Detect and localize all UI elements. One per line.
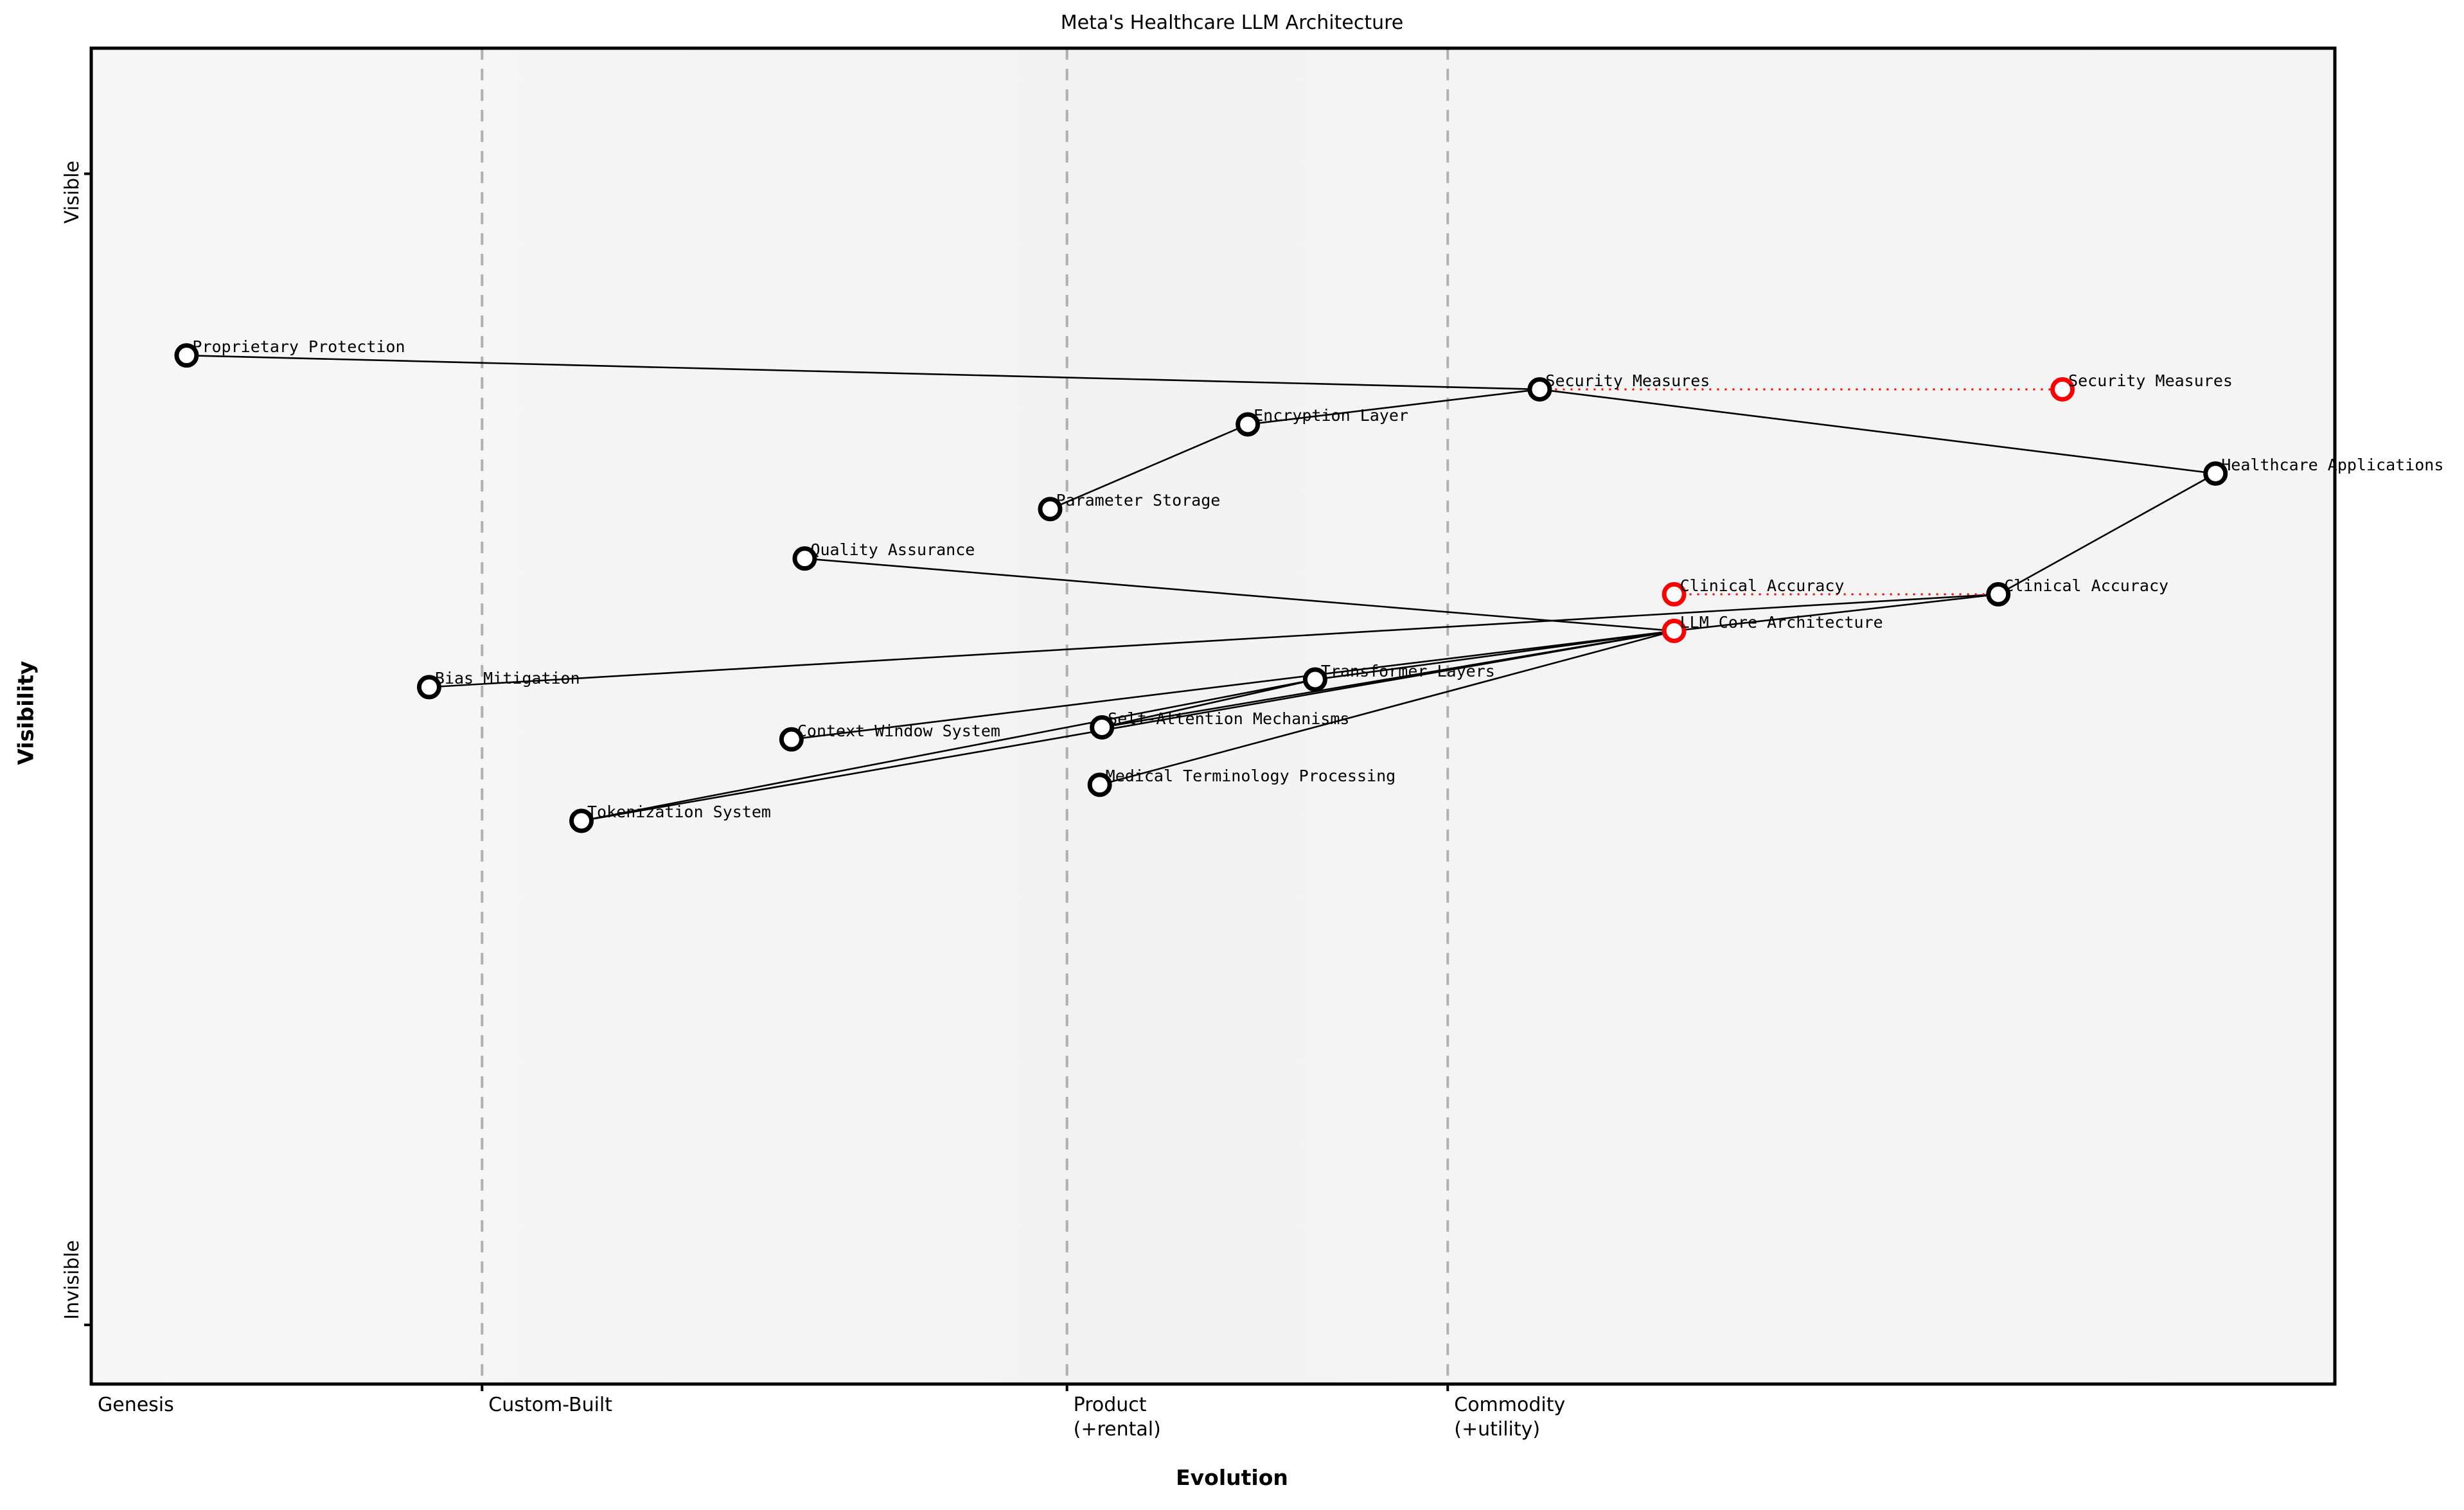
- gridlines: [481, 48, 1449, 1384]
- component-label: Context Window System: [797, 721, 1000, 740]
- y-tick-label-invisible: Invisible: [61, 1240, 84, 1320]
- x-tick-marks: [84, 172, 1449, 1391]
- dependency-edges: [186, 354, 2216, 822]
- plot-background: [91, 48, 2335, 1384]
- component-label: Self-Attention Mechanisms: [1108, 709, 1350, 728]
- x-axis-title: Evolution: [1176, 1465, 1288, 1490]
- component-label: Medical Terminology Processing: [1105, 767, 1396, 786]
- component-label: Clinical Accuracy: [1680, 576, 1845, 595]
- component-label: Bias Mitigation: [434, 669, 580, 688]
- component-label: LLM Core Architecture: [1680, 612, 1883, 632]
- plot-frame: [89, 46, 2337, 1386]
- x-tick-label: Genesis: [98, 1394, 174, 1416]
- component-label: Encryption Layer: [1254, 406, 1408, 425]
- component-label: Transformer Layers: [1320, 661, 1495, 680]
- component-label: Parameter Storage: [1056, 491, 1221, 510]
- component-label: Quality Assurance: [810, 540, 975, 560]
- y-tick-label-visible: Visible: [61, 161, 84, 224]
- component-label: Clinical Accuracy: [2004, 576, 2169, 595]
- x-tick-label: Commodity (+utility): [1454, 1394, 1566, 1441]
- component-label: Tokenization System: [587, 803, 771, 822]
- component-label: Security Measures: [2068, 371, 2233, 390]
- chart-title: Meta's Healthcare LLM Architecture: [1060, 12, 1404, 34]
- component-label: Healthcare Applications: [2221, 455, 2444, 474]
- y-axis-title: Visibility: [13, 661, 39, 765]
- component-nodes: [174, 343, 2228, 833]
- component-label: Proprietary Protection: [192, 337, 405, 357]
- component-label: Security Measures: [1545, 371, 1710, 390]
- x-tick-label: Product (+rental): [1073, 1394, 1161, 1441]
- evolution-links: [1539, 388, 2063, 596]
- x-tick-label: Custom-Built: [488, 1394, 613, 1416]
